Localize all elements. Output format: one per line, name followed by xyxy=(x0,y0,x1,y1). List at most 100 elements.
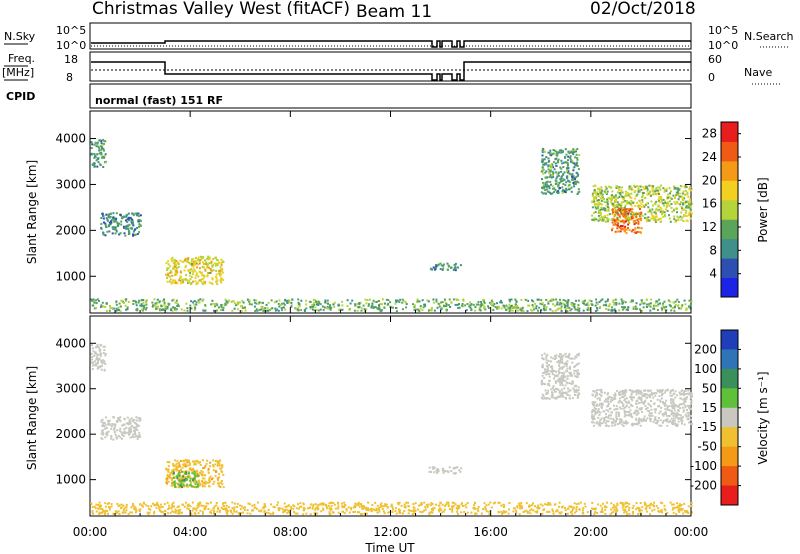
echo-cell xyxy=(664,402,666,405)
echo-cell xyxy=(114,423,117,426)
echo-cell xyxy=(453,502,456,505)
echo-cell xyxy=(207,485,210,488)
echo-cell xyxy=(105,431,108,434)
echo-cell xyxy=(299,502,302,505)
echo-cell xyxy=(136,437,139,440)
echo-cell xyxy=(454,267,457,269)
echo-cell xyxy=(637,185,640,188)
echo-cell xyxy=(618,219,621,222)
echo-cell xyxy=(654,301,657,304)
echo-cell xyxy=(630,230,633,233)
echo-cell xyxy=(557,161,560,164)
echo-cell xyxy=(459,470,462,473)
echo-cell xyxy=(369,298,371,301)
echo-cell xyxy=(689,205,692,208)
echo-cell xyxy=(576,157,579,159)
echo-cell xyxy=(591,192,594,195)
echo-cell xyxy=(276,308,279,311)
echo-cell xyxy=(445,304,448,307)
echo-cell xyxy=(606,198,609,201)
echo-cell xyxy=(146,299,148,302)
echo-cell xyxy=(183,505,186,508)
echo-cell xyxy=(487,503,490,506)
echo-cell xyxy=(677,413,679,416)
echo-cell xyxy=(566,167,568,170)
echo-cell xyxy=(633,191,636,194)
echo-cell xyxy=(177,512,179,515)
echo-cell xyxy=(607,410,610,413)
echo-cell xyxy=(128,223,131,226)
echo-cell xyxy=(594,395,597,398)
echo-cell xyxy=(564,299,567,302)
echo-cell xyxy=(250,303,253,306)
echo-cell xyxy=(613,203,616,206)
echo-cell xyxy=(536,510,539,513)
echo-cell xyxy=(120,299,123,302)
echo-cell xyxy=(167,263,170,266)
echo-cell xyxy=(647,394,650,397)
echo-cell xyxy=(402,512,404,515)
echo-cell xyxy=(687,214,690,217)
echo-cell xyxy=(640,401,643,404)
echo-cell xyxy=(287,509,290,512)
echo-cell xyxy=(294,512,297,515)
echo-cell xyxy=(100,227,103,230)
colorbar-cell xyxy=(721,368,738,389)
echo-cell xyxy=(330,306,333,309)
echo-cell xyxy=(551,192,554,195)
echo-cell xyxy=(643,395,646,397)
echo-cell xyxy=(639,212,642,215)
echo-cell xyxy=(123,432,126,435)
echo-cell xyxy=(621,224,624,227)
echo-cell xyxy=(311,507,314,510)
echo-cell xyxy=(541,363,544,366)
echo-cell xyxy=(499,301,502,304)
echo-cell xyxy=(623,206,626,209)
echo-cell xyxy=(626,194,629,197)
echo-cell xyxy=(570,302,573,305)
echo-cell xyxy=(546,503,549,506)
echo-cell xyxy=(126,307,129,310)
echo-cell xyxy=(373,306,376,309)
echo-cell xyxy=(603,218,606,221)
echo-cell xyxy=(658,298,661,301)
echo-cell xyxy=(621,219,624,222)
echo-cell xyxy=(671,394,673,397)
echo-cell xyxy=(100,352,103,355)
echo-cell xyxy=(139,503,142,506)
echo-cell xyxy=(109,306,112,309)
echo-cell xyxy=(217,508,220,511)
echo-cell xyxy=(192,301,195,304)
echo-cell xyxy=(684,511,687,513)
echo-cell xyxy=(194,473,197,476)
echo-cell xyxy=(179,276,182,278)
echo-cell xyxy=(542,181,545,184)
echo-cell xyxy=(619,216,622,219)
echo-cell xyxy=(98,149,101,152)
echo-cell xyxy=(633,231,636,234)
echo-cell xyxy=(558,355,561,358)
echo-cell xyxy=(661,421,664,424)
echo-cell xyxy=(645,187,648,190)
echo-cell xyxy=(547,151,550,154)
echo-cell xyxy=(607,305,610,308)
echo-cell xyxy=(253,503,256,506)
echo-cell xyxy=(640,419,642,422)
echo-cell xyxy=(686,191,689,194)
echo-cell xyxy=(598,393,601,396)
echo-cell xyxy=(213,510,216,512)
echo-cell xyxy=(684,404,687,407)
echo-cell xyxy=(219,467,222,470)
echo-cell xyxy=(198,484,201,487)
echo-cell xyxy=(155,302,158,305)
echo-cell xyxy=(187,279,189,282)
echo-cell xyxy=(232,508,235,511)
echo-cell xyxy=(638,213,641,216)
echo-cell xyxy=(171,469,174,472)
echo-cell xyxy=(531,304,534,306)
echo-cell xyxy=(453,263,456,266)
echo-cell xyxy=(551,187,554,190)
echo-cell xyxy=(231,300,233,303)
echo-cell xyxy=(662,210,665,213)
echo-cell xyxy=(378,306,381,309)
